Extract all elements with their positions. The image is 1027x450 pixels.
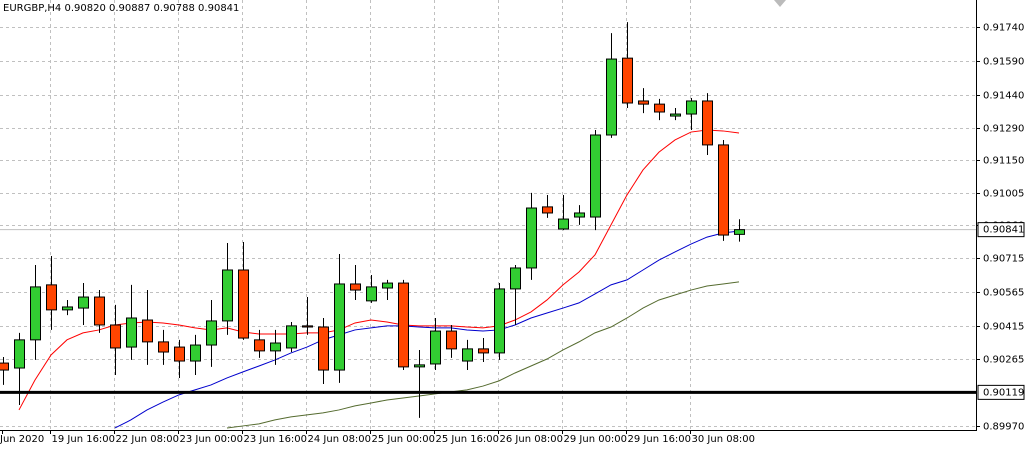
moving-average-line: [226, 281, 740, 429]
candle-body: [318, 326, 329, 371]
x-tick-label: 30 Jun 08:00: [692, 434, 756, 445]
candle-body: [670, 113, 681, 117]
candle-body: [590, 134, 601, 218]
candle-body: [366, 286, 377, 302]
plot-marks: [0, 22, 976, 429]
hline-price-box: [977, 384, 1025, 400]
last-price-label: 0.90841: [983, 225, 1024, 236]
candle-body: [302, 325, 313, 328]
axes: 0.91740 0.91590 0.91440 0.91290 0.91150 0.910…: [0, 23, 1025, 445]
candle-body: [110, 324, 121, 349]
candle-body: [94, 296, 105, 326]
candle-body: [574, 212, 585, 218]
candle-body: [638, 100, 649, 105]
candle-body: [382, 282, 393, 289]
y-tick-label: 0.91740: [983, 23, 1024, 34]
x-tick-label: 22 Jun 08:00: [116, 434, 180, 445]
x-tick-label: 25 Jun 00:00: [372, 434, 436, 445]
candle-body: [0, 362, 9, 371]
x-tick-label: 23 Jun 16:00: [244, 434, 308, 445]
moving-average-line: [18, 129, 740, 411]
candle-body: [142, 319, 153, 343]
candle-body: [526, 207, 537, 269]
candle-body: [622, 57, 633, 104]
y-tick-label: 0.89970: [983, 422, 1024, 433]
candle-body: [414, 364, 425, 368]
candle-body: [254, 339, 265, 352]
candle-body: [46, 284, 57, 311]
shift-marker: [774, 0, 786, 7]
candle-body: [30, 286, 41, 341]
x-tick-label: 19 Jun 16:00: [52, 434, 116, 445]
x-tick-label: 24 Jun 08:00: [308, 434, 372, 445]
chart-title: EURGBP,H4 0.90820 0.90887 0.90788 0.9084…: [3, 3, 239, 14]
candle-body: [398, 282, 409, 368]
hline-price-label: 0.90119: [983, 387, 1024, 398]
y-tick-label: 0.91150: [983, 156, 1024, 167]
candle-body: [14, 339, 25, 369]
candle-body: [606, 58, 617, 136]
candle-body: [734, 229, 745, 235]
candle-body: [238, 269, 249, 339]
candle-body: [126, 317, 137, 348]
candle-body: [686, 100, 697, 115]
candle-body: [222, 269, 233, 322]
x-tick-label: 29 Jun 16:00: [628, 434, 692, 445]
candle-body: [78, 296, 89, 309]
candle-body: [206, 320, 217, 346]
y-tick-label: 0.90715: [983, 254, 1024, 265]
x-tick-label: 25 Jun 16:00: [436, 434, 500, 445]
y-tick-label: 0.91440: [983, 91, 1024, 102]
grid: [0, 0, 976, 430]
candle-body: [494, 288, 505, 354]
candle-body: [334, 283, 345, 371]
x-tick-label: 23 Jun 00:00: [180, 434, 244, 445]
candle-body: [430, 330, 441, 365]
y-tick-label: 0.91590: [983, 57, 1024, 68]
y-tick-label: 0.90265: [983, 355, 1024, 366]
candle-body: [510, 267, 521, 290]
x-tick-label: 26 Jun 08:00: [500, 434, 564, 445]
candle-body: [478, 348, 489, 354]
candle-body: [654, 103, 665, 113]
candle-body: [286, 325, 297, 349]
moving-average-line: [114, 230, 740, 429]
candle-body: [158, 341, 169, 353]
candle-body: [270, 342, 281, 352]
candle-body: [350, 283, 361, 291]
x-tick-label: 29 Jun 00:00: [564, 434, 628, 445]
y-tick-label: 0.90565: [983, 288, 1024, 299]
x-tick-label: Jun 2020: [0, 434, 44, 445]
candle-body: [462, 348, 473, 362]
candle-body: [558, 218, 569, 230]
y-tick-label: 0.91290: [983, 124, 1024, 135]
y-tick-label: 0.90415: [983, 322, 1024, 333]
candle-body: [62, 306, 73, 311]
last-price-box: [977, 222, 1025, 238]
candle-body: [446, 330, 457, 350]
candle-body: [702, 100, 713, 146]
candle-body: [718, 144, 729, 236]
candle-body: [174, 346, 185, 362]
candle-body: [190, 344, 201, 362]
candle-body: [542, 206, 553, 214]
y-tick-label: 0.91005: [983, 189, 1024, 200]
